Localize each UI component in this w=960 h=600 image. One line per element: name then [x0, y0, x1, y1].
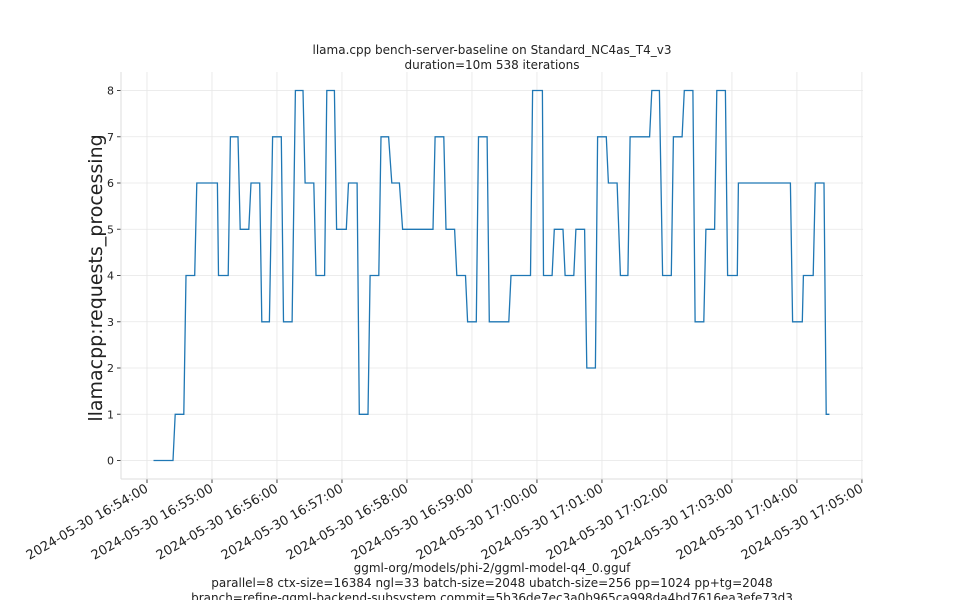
x-tick-label: 2024-05-30 17:04:00: [674, 481, 801, 563]
x-tick-label: 2024-05-30 16:59:00: [349, 481, 476, 563]
chart-subtitle: duration=10m 538 iterations: [405, 58, 580, 72]
x-tick-label: 2024-05-30 16:57:00: [219, 481, 346, 563]
chart-title: llama.cpp bench-server-baseline on Stand…: [313, 43, 672, 57]
x-axis-label: ggml-org/models/phi-2/ggml-model-q4_0.gg…: [354, 561, 632, 575]
x-tick-label: 2024-05-30 16:55:00: [89, 481, 216, 563]
y-tick-label: 7: [107, 131, 114, 144]
y-tick-label: 4: [107, 270, 114, 283]
x-tick-label: 2024-05-30 16:56:00: [154, 481, 281, 563]
x-tick-label: 2024-05-30 16:54:00: [24, 481, 151, 563]
x-axis-label: branch=refine-ggml-backend-subsystem com…: [191, 591, 793, 600]
y-tick-label: 8: [107, 85, 114, 98]
x-tick-label: 2024-05-30 16:58:00: [284, 481, 411, 563]
x-tick-label: 2024-05-30 17:01:00: [479, 481, 606, 563]
y-tick-label: 1: [107, 408, 114, 421]
data-line: [153, 89, 830, 462]
y-tick-label: 6: [107, 177, 114, 190]
x-tick-label: 2024-05-30 17:05:00: [739, 481, 866, 563]
y-tick-label: 2: [107, 362, 114, 375]
x-tick-label: 2024-05-30 17:03:00: [609, 481, 736, 563]
y-axis-label: llamacpp:requests_processing: [85, 134, 107, 421]
x-tick-label: 2024-05-30 17:02:00: [544, 481, 671, 563]
x-tick-label: 2024-05-30 17:00:00: [414, 481, 541, 563]
y-tick-label: 0: [107, 455, 114, 468]
y-tick-label: 3: [107, 316, 114, 329]
x-axis-label: parallel=8 ctx-size=16384 ngl=33 batch-s…: [211, 576, 772, 590]
y-tick-label: 5: [107, 223, 114, 236]
